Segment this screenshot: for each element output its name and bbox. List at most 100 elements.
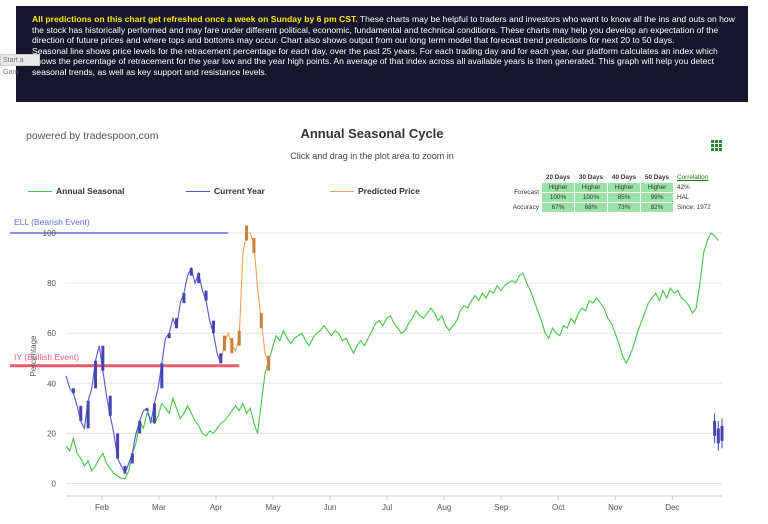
predicted-candle [259, 313, 263, 329]
current-year-candle [197, 273, 201, 284]
y-tick-label: 80 [47, 279, 56, 288]
correlation-link[interactable]: Correlation [677, 174, 709, 181]
forecast-dir-20: Higher [542, 183, 574, 192]
accuracy-30: 68% [575, 203, 607, 212]
y-tick-label: 100 [43, 229, 57, 238]
header-20-days: 20 Days [545, 174, 571, 181]
end-candle [716, 428, 720, 444]
header-50-days: 50 Days [644, 174, 670, 181]
header-30-days: 30 Days [578, 174, 604, 181]
forecast-dir-30: Higher [575, 183, 607, 192]
annual-seasonal-line [65, 232, 719, 480]
forecast-pct-20: 100% [542, 193, 574, 202]
x-axis: Feb Mar Apr May Jun Jul Aug Sep Oct Nov Dec [66, 495, 722, 512]
current-year-candle [160, 363, 164, 389]
current-year-candle [138, 420, 142, 434]
current-year-candle [189, 268, 193, 276]
current-year-candle [71, 388, 75, 394]
y-tick-label: 40 [47, 379, 56, 388]
refresh-note: All predictions on this chart get refres… [32, 14, 358, 24]
current-year-candle [79, 405, 83, 421]
hal-label: HAL [677, 194, 690, 201]
y-axis-label: Percentage [29, 335, 38, 376]
current-year-candle [123, 465, 127, 474]
plot-lines: ELL (Bearish Event) IY (Bullish Event) [10, 217, 240, 368]
accuracy-40: 73% [608, 203, 640, 212]
current-year-candle [101, 345, 105, 371]
legend-predicted-price[interactable]: Predicted Price [330, 186, 420, 196]
current-year-line [65, 266, 222, 475]
current-year-candle [86, 400, 90, 429]
current-year-candle [167, 333, 171, 339]
y-tick-label: 0 [52, 479, 57, 488]
y-axis: 0 20 40 60 80 100 [43, 229, 57, 488]
forecast-dir-40: Higher [608, 183, 640, 192]
grid [66, 232, 722, 484]
x-tick-label: Jun [324, 503, 337, 512]
predicted-candle [267, 355, 271, 371]
forecast-label: Forecast [514, 189, 539, 196]
forecast-dir-50: Higher [641, 183, 673, 192]
legend-label: Annual Seasonal [56, 186, 125, 196]
predicted-candle [222, 335, 226, 351]
legend-annual-seasonal[interactable]: Annual Seasonal [28, 186, 125, 196]
x-tick-label: Nov [608, 503, 622, 512]
accuracy-label: Accuracy [512, 204, 539, 211]
x-tick-label: Oct [552, 503, 565, 512]
x-tick-label: May [265, 503, 280, 512]
end-candle [720, 425, 724, 441]
start-game-tab[interactable]: Start a Gam [0, 54, 40, 76]
current-year-candle [182, 293, 186, 304]
current-year-candle [175, 318, 179, 329]
chart-title: Annual Seasonal Cycle [300, 126, 444, 141]
chart-subtitle: Click and drag in the plot area to zoom … [290, 151, 454, 161]
accuracy-50: 82% [641, 203, 673, 212]
description-panel: All predictions on this chart get refres… [16, 6, 748, 102]
predicted-candle [252, 238, 256, 254]
y-tick-label: 60 [47, 329, 56, 338]
legend-swatch [28, 191, 52, 193]
series [65, 225, 724, 480]
current-year-candle [211, 320, 215, 334]
chart-menu-icon[interactable] [711, 140, 723, 152]
legend-label: Current Year [214, 186, 265, 196]
predicted-candle [230, 338, 234, 354]
current-year-candle [116, 433, 120, 459]
forecast-pct-40: 85% [608, 193, 640, 202]
legend-label: Predicted Price [358, 186, 420, 196]
current-year-candle [204, 290, 208, 301]
current-year-candle [93, 360, 97, 389]
description-text-1: These charts may be helpful to traders a… [32, 14, 735, 46]
x-tick-label: Dec [665, 503, 679, 512]
powered-by: powered by tradespoon.com [26, 130, 159, 142]
x-tick-label: Apr [210, 503, 223, 512]
forecast-pct-50: 99% [641, 193, 673, 202]
end-candle [713, 420, 717, 436]
since-label: Since: 1972 [677, 204, 711, 211]
description-text-2: Seasonal line shows price levels for the… [32, 45, 718, 77]
current-year-candle [145, 408, 149, 411]
y-tick-label: 20 [47, 429, 56, 438]
legend-swatch [186, 191, 210, 193]
x-tick-label: Sep [494, 503, 509, 512]
current-year-candle [152, 403, 156, 424]
accuracy-20: 67% [542, 203, 574, 212]
current-year-candle [130, 453, 134, 464]
plotline-label: ELL (Bearish Event) [14, 217, 90, 227]
current-year-candle [219, 353, 223, 364]
x-tick-label: Aug [437, 503, 451, 512]
header-40-days: 40 Days [611, 174, 637, 181]
x-tick-label: Jul [382, 503, 392, 512]
legend-swatch [330, 191, 354, 193]
x-tick-label: Feb [95, 503, 109, 512]
forecast-pct-30: 100% [575, 193, 607, 202]
correlation-value: 42% [677, 184, 690, 191]
legend-current-year[interactable]: Current Year [186, 186, 265, 196]
forecast-table: 20 Days 30 Days 40 Days 50 Days Correlat… [504, 172, 726, 213]
predicted-candle [237, 330, 241, 346]
plotline-label: IY (Bullish Event) [14, 352, 79, 362]
predicted-price-line [220, 232, 270, 364]
x-tick-label: Mar [152, 503, 166, 512]
current-year-candle [108, 395, 112, 416]
